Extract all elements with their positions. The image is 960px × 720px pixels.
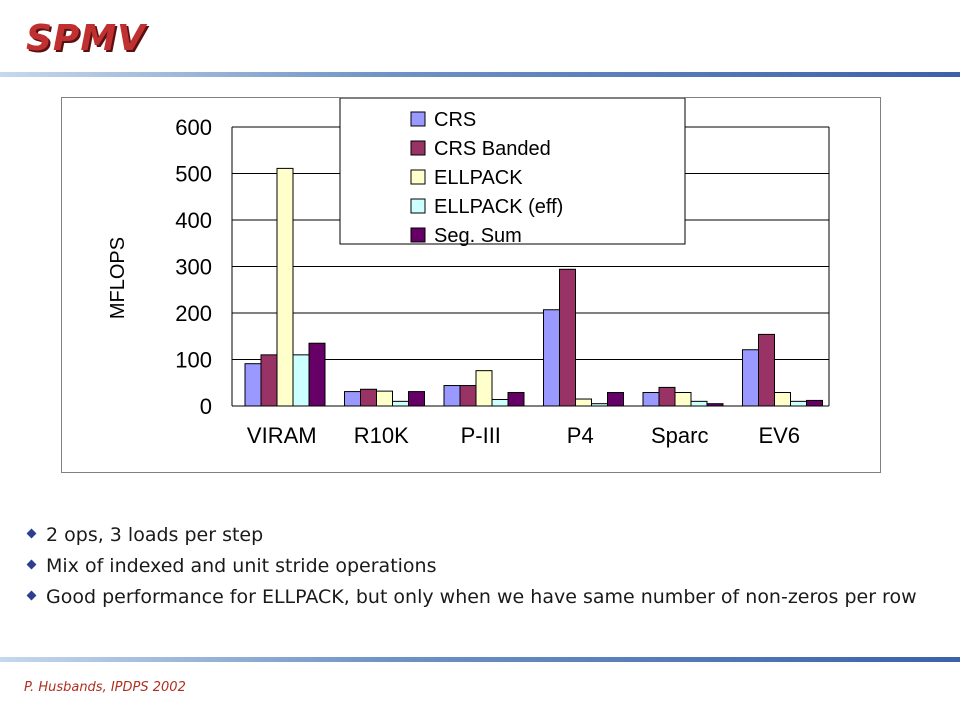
bar-crs-banded-r10k [360, 388, 377, 407]
bar-crs-banded-sparc [658, 386, 676, 407]
diamond-bullet-icon [26, 559, 37, 570]
bar-seg-sum-sparc [706, 403, 724, 407]
bar-ellpack-eff-p4 [591, 403, 608, 407]
bullet-text: 2 ops, 3 loads per step [46, 524, 264, 546]
bar-seg-sum-r10k [408, 391, 425, 407]
legend-swatch [410, 111, 426, 127]
y-tick-label: 500 [175, 162, 212, 187]
legend-box [339, 98, 686, 245]
bar-ellpack-viram [276, 167, 294, 407]
footer-citation: P. Husbands, IPDPS 2002 [24, 680, 186, 695]
bar-seg-sum-p-iii [507, 392, 525, 407]
legend-label: ELLPACK [434, 167, 523, 189]
bar-seg-sum-viram [308, 342, 326, 407]
slide-title: SPMV [26, 18, 146, 59]
legend-label: ELLPACK (eff) [434, 196, 563, 218]
bar-ellpack-r10k [376, 390, 393, 407]
bar-crs-banded-p4 [559, 268, 576, 407]
x-tick-label: Sparc [651, 423, 708, 448]
y-tick-label: 200 [175, 301, 212, 326]
y-tick-labels: 0 100 200 300 400 500 600 [175, 115, 212, 419]
bar-crs-banded-viram [260, 354, 278, 407]
bar-crs-ev6 [742, 349, 759, 407]
legend-swatch [410, 227, 426, 243]
x-tick-label: P-III [461, 423, 501, 448]
y-tick-label: 100 [175, 348, 212, 373]
bars [244, 167, 823, 407]
bullet-item: Good performance for ELLPACK, but only w… [24, 586, 924, 608]
legend-swatch [410, 140, 426, 156]
legend-swatch [410, 198, 426, 214]
bar-crs-sparc [642, 392, 660, 407]
bar-ellpack-eff-r10k [392, 400, 409, 407]
bullet-list: 2 ops, 3 loads per step Mix of indexed a… [24, 524, 924, 617]
bar-crs-p4 [543, 309, 560, 407]
y-tick-label: 300 [175, 255, 212, 280]
bullet-item: Mix of indexed and unit stride operation… [24, 555, 924, 577]
bullet-text: Mix of indexed and unit stride operation… [46, 555, 437, 577]
bullet-item: 2 ops, 3 loads per step [24, 524, 924, 546]
y-tick-label: 400 [175, 208, 212, 233]
bar-seg-sum-p4 [607, 392, 624, 407]
y-tick-label: 0 [200, 394, 212, 419]
bar-ellpack-eff-viram [292, 354, 310, 407]
x-tick-label: P4 [567, 423, 594, 448]
bar-chart: 0 100 200 300 400 500 600 VIRAM R10K P-III P4 Spar… [107, 98, 830, 448]
bar-ellpack-ev6 [774, 392, 791, 407]
bar-ellpack-p4 [575, 398, 592, 407]
legend-swatch [410, 169, 426, 185]
bar-ellpack-eff-ev6 [790, 400, 807, 407]
bullet-text: Good performance for ELLPACK, but only w… [46, 586, 917, 608]
y-axis-label: MFLOPS [107, 237, 129, 319]
bar-crs-viram [244, 363, 262, 407]
bar-crs-r10k [344, 391, 361, 407]
bar-crs-banded-p-iii [459, 385, 477, 407]
legend: CRS CRS Banded ELLPACK ELLPACK (eff) Seg. Su… [339, 98, 686, 247]
bar-crs-banded-ev6 [758, 333, 775, 407]
title-divider [0, 72, 960, 77]
footer-divider [0, 657, 960, 662]
bar-ellpack-eff-sparc [690, 400, 708, 407]
bar-ellpack-sparc [674, 392, 692, 407]
chart-frame: 0 100 200 300 400 500 600 VIRAM R10K P-III P4 Spar… [61, 97, 881, 473]
x-tick-label: VIRAM [247, 423, 317, 448]
x-tick-label: R10K [354, 423, 409, 448]
x-tick-labels: VIRAM R10K P-III P4 Sparc EV6 [247, 423, 800, 448]
y-tick-label: 600 [175, 115, 212, 140]
diamond-bullet-icon [26, 590, 37, 601]
x-tick-label: EV6 [758, 423, 800, 448]
bar-ellpack-eff-p-iii [491, 398, 509, 407]
diamond-bullet-icon [26, 528, 37, 539]
legend-label: CRS Banded [434, 138, 551, 160]
legend-label: Seg. Sum [434, 225, 522, 247]
bar-ellpack-p-iii [475, 370, 493, 407]
bar-seg-sum-ev6 [806, 399, 823, 407]
bar-crs-p-iii [443, 385, 461, 407]
legend-label: CRS [434, 109, 476, 131]
